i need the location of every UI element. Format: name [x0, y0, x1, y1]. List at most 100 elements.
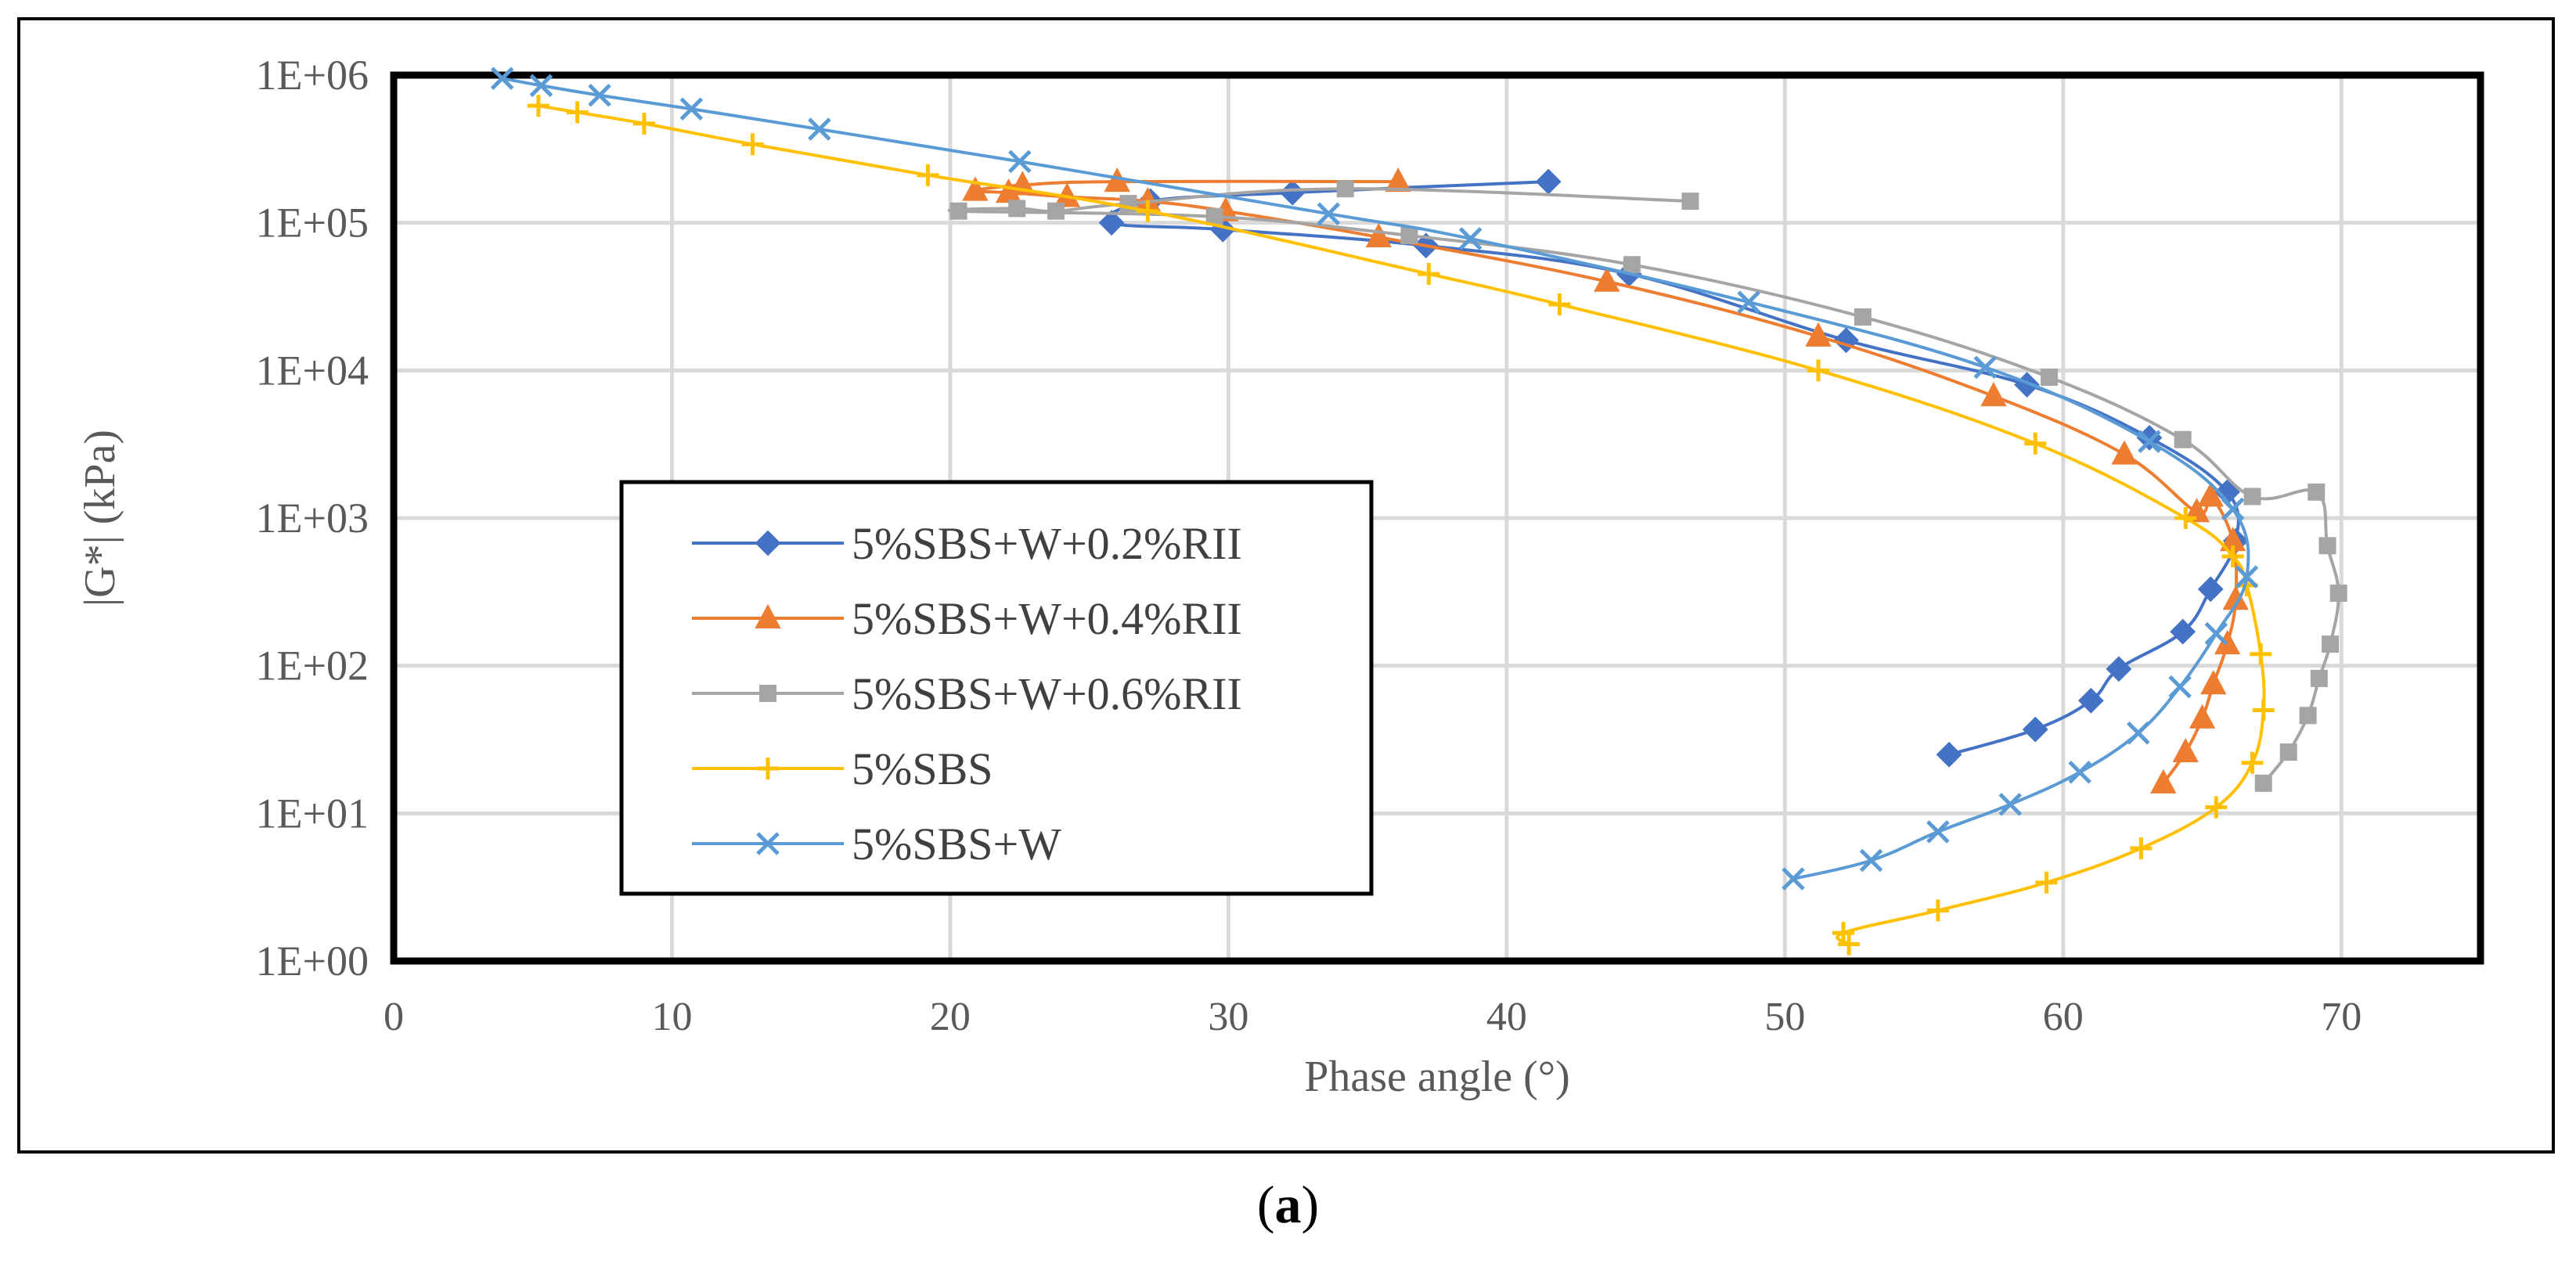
data-point [1008, 149, 1032, 174]
figure-frame: 0 10 20 30 40 50 60 70 1E+00 1E+01 1E+02 1E+03 1E+04… [17, 17, 2555, 1154]
data-point [1400, 226, 1418, 244]
data-point [2318, 537, 2336, 555]
data-point [1832, 922, 1854, 945]
legend-label: 5%SBS+W+0.2%RII [852, 518, 1242, 569]
data-point [2308, 483, 2326, 501]
data-point [1365, 222, 1392, 247]
data-point [2200, 670, 2227, 695]
data-point [1008, 200, 1026, 218]
y-axis-title: |G*| (kPa) [76, 430, 124, 607]
data-point [2189, 704, 2216, 729]
data-point [2310, 669, 2328, 687]
data-point [808, 117, 831, 141]
data-point [2183, 498, 2210, 523]
plot-area-border [390, 71, 2484, 965]
data-point [2068, 760, 2091, 784]
x-tick-label: 70 [2321, 995, 2362, 1039]
caption-label: a [1274, 1175, 1302, 1234]
data-point [2250, 642, 2272, 665]
legend-label: 5%SBS+W+0.4%RII [852, 593, 1242, 644]
data-point [1973, 355, 1998, 380]
data-point [2130, 837, 2153, 859]
data-point [2150, 768, 2177, 794]
data-point [1807, 359, 1829, 382]
data-point [2127, 721, 2150, 745]
data-point [2111, 440, 2138, 465]
data-point [917, 164, 939, 186]
data-point [2299, 707, 2317, 725]
y-tick-label: 1E+04 [256, 347, 369, 394]
data-point [1623, 256, 1641, 274]
data-point [1859, 848, 1883, 873]
x-tick-label: 0 [384, 995, 404, 1039]
data-point [1279, 179, 1306, 206]
data-point [1980, 382, 2007, 407]
y-tick-label: 1E+01 [256, 790, 369, 837]
data-point [2235, 565, 2259, 589]
data-point [632, 112, 655, 135]
data-point [1098, 210, 1125, 236]
caption-close: ) [1301, 1175, 1320, 1234]
data-point [2174, 430, 2192, 448]
data-point [2035, 871, 2058, 894]
data-point [1548, 293, 1571, 315]
data-point [566, 101, 589, 124]
data-point [2170, 618, 2196, 645]
data-point [1336, 180, 1354, 198]
data-point [490, 67, 514, 90]
legend: 5%SBS+W+0.2%RII 5%SBS+W+0.4%RII 5%SBS+W+0.… [619, 480, 1374, 896]
data-point [1926, 899, 1949, 922]
data-point [1805, 322, 1832, 347]
data-point [1418, 263, 1440, 286]
data-point [1833, 327, 1859, 354]
series-4 [490, 67, 2259, 891]
series-2 [947, 180, 2347, 792]
y-tick-label: 1E+00 [256, 938, 369, 984]
data-point [2241, 751, 2264, 774]
data-point [962, 176, 989, 201]
data-point [2138, 430, 2161, 453]
data-point [1782, 867, 1805, 891]
x-tick-label: 60 [2043, 995, 2084, 1039]
legend-marker [756, 832, 780, 855]
data-point [1317, 202, 1341, 225]
data-point [1737, 290, 1760, 314]
series-line [947, 187, 2340, 785]
y-tick-label: 1E+06 [256, 52, 369, 99]
data-point [2172, 737, 2199, 763]
data-point [2221, 545, 2244, 567]
y-tick-label: 1E+05 [256, 200, 369, 247]
data-point [2252, 699, 2275, 722]
data-point [1385, 167, 1411, 193]
data-point [1047, 202, 1065, 220]
data-point [679, 97, 704, 121]
data-point [2197, 482, 2224, 507]
data-point [2329, 584, 2347, 602]
x-axis-title: Phase angle (°) [1304, 1053, 1570, 1101]
data-point [588, 84, 611, 107]
data-point [949, 202, 967, 220]
series-3 [527, 95, 2275, 956]
chart: 0 10 20 30 40 50 60 70 1E+00 1E+01 1E+02 1E+03 1E+04… [76, 52, 2484, 1101]
x-tick-label: 40 [1486, 995, 1527, 1039]
caption-open: ( [1256, 1175, 1275, 1234]
data-point [1936, 741, 1962, 768]
data-point [1205, 207, 1223, 225]
data-point [527, 95, 549, 117]
data-point [2222, 585, 2249, 610]
data-point [2254, 774, 2272, 792]
x-tick-label: 10 [651, 995, 692, 1039]
data-point [2041, 368, 2059, 386]
data-point [2279, 743, 2297, 761]
legend-marker [755, 530, 781, 556]
data-point [1854, 308, 1872, 326]
x-tick-label: 50 [1764, 995, 1805, 1039]
series-1 [962, 167, 2249, 794]
data-point [529, 74, 553, 98]
figure-caption: (a) [0, 1174, 2576, 1236]
legend-box [619, 480, 1374, 896]
data-point [2174, 507, 2197, 529]
data-point [2221, 497, 2245, 521]
series-layer [490, 67, 2347, 956]
legend-marker [757, 758, 779, 779]
